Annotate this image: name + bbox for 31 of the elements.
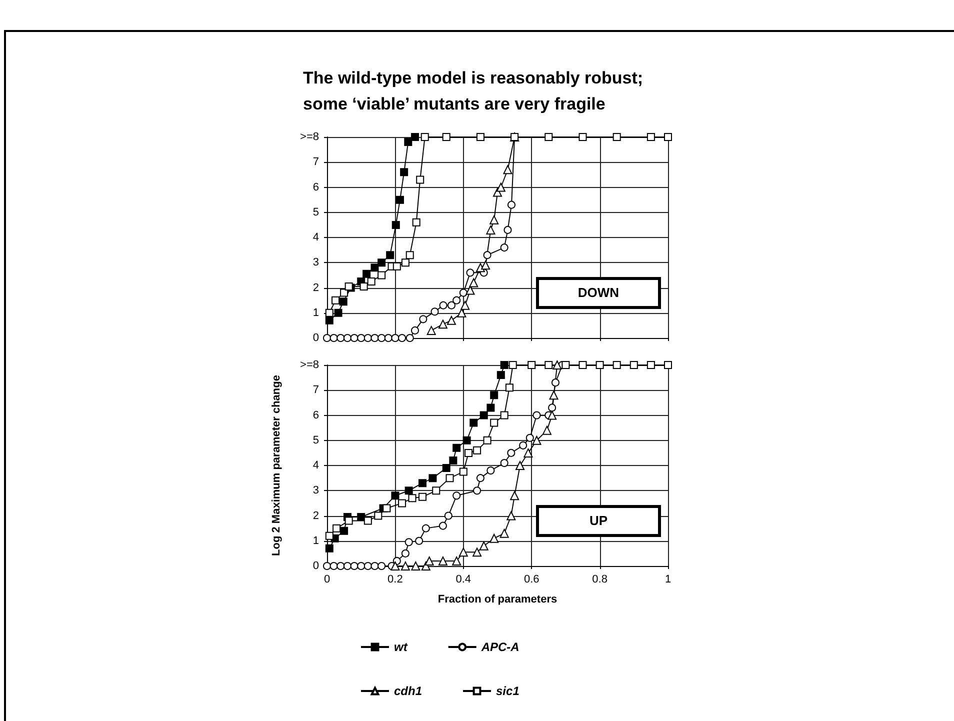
y-tick-label: 3 [312, 256, 319, 269]
x-axis-title: Fraction of parameters [438, 594, 558, 606]
y-tick-label: 2 [312, 510, 319, 522]
y-tick-label: 2 [312, 282, 319, 294]
y-tick-label: 1 [312, 306, 319, 319]
y-tick-label: 1 [312, 534, 319, 547]
y-tick-label: 4 [312, 232, 319, 244]
x-tick-label: 1 [664, 574, 672, 586]
y-tick-label: 6 [312, 409, 319, 422]
legend-label: APC-A [480, 640, 520, 654]
y-tick-label: >=8 [300, 131, 319, 143]
x-tick-label: 0.8 [592, 574, 608, 586]
chart-title: The wild-type model is reasonably robust; some ‘viable’ mutants are very fragile [303, 68, 644, 114]
legend-label: cdh1 [394, 684, 422, 698]
y-tick-label: >=8 [300, 359, 319, 371]
y-tick-label: 7 [312, 384, 319, 396]
y-tick-label: 5 [312, 206, 319, 218]
y-tick-label: 3 [312, 484, 319, 497]
legend-label: wt [394, 640, 408, 654]
x-tick-label: 0 [324, 574, 330, 586]
y-axis-title: Log 2 Maximum parameter change [270, 375, 282, 556]
y-tick-label: 7 [312, 156, 319, 168]
y-tick-label: 0 [312, 560, 319, 572]
x-tick-label: 0.2 [388, 574, 403, 586]
y-tick-label: 0 [312, 332, 319, 344]
y-tick-label: 6 [312, 181, 319, 194]
x-tick-label: 0.4 [456, 574, 472, 586]
legend-label: sic1 [496, 684, 520, 698]
y-tick-label: 5 [312, 434, 319, 446]
y-tick-label: 4 [312, 460, 319, 472]
x-tick-label: 0.6 [524, 574, 540, 586]
